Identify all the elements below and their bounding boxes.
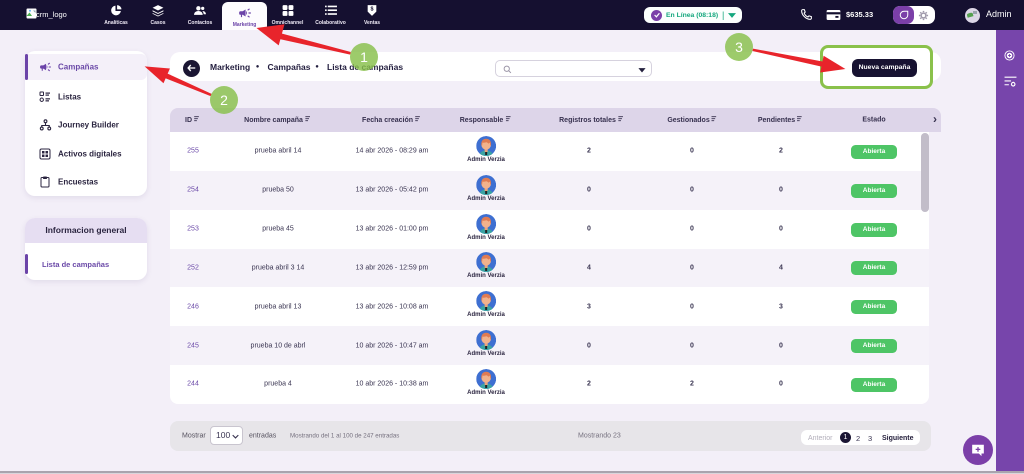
svg-text:$: $ — [370, 7, 373, 13]
